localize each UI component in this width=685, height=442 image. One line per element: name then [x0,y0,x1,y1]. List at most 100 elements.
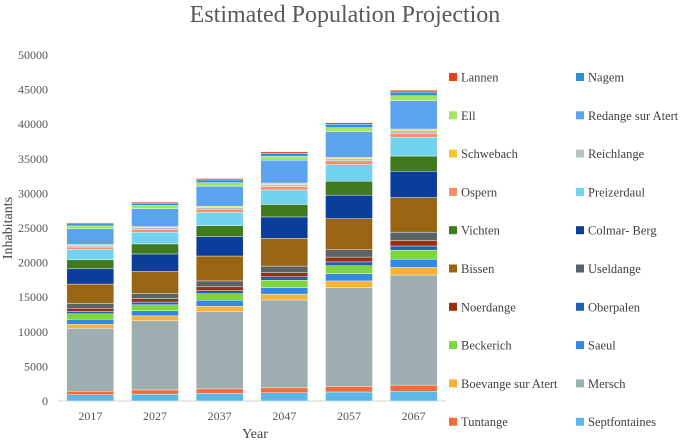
legend-item-septfontaines: Septfontaines [576,415,656,429]
bar-boevange-sur-atert-2067 [389,267,438,276]
x-tick-label: 2017 [78,409,102,423]
bar-septfontaines-2057 [325,391,373,402]
x-tick-label: 2037 [208,409,232,423]
bar-beckerich-2017 [66,313,115,320]
bar-stack-2057 [325,122,373,402]
legend-swatch [449,187,457,196]
legend-label: Beckerich [461,339,512,353]
legend-label: Ospern [461,185,498,199]
bar-mersch-2017 [66,328,115,392]
bar-beckerich-2037 [195,293,244,301]
bar-useldange-2017 [66,303,115,309]
legend-swatch [449,264,457,273]
y-tick-label: 25000 [18,221,48,235]
bar-saeul-2027 [131,310,179,317]
bar-stack-2037 [195,178,244,402]
legend-label: Mersch [588,377,626,391]
bar-ell-2027 [131,205,179,209]
y-axis-ticks: 0 5000 10000 15000 20000 25000 30000 35000 40000… [18,48,48,408]
bar-bissen-2067 [389,197,438,233]
bar-preizerdaul-2037 [195,212,244,226]
bar-stacks [66,90,438,402]
bar-ospern-2067 [389,132,438,138]
legend-swatch [449,379,457,388]
bar-vichten-2037 [195,225,244,237]
bar-bissen-2057 [325,218,373,250]
bar-nagem-2017 [66,223,115,227]
legend-item-mersch: Mersch [576,377,626,391]
bar-colmar-berg-2067 [389,171,438,198]
y-tick-label: 10000 [18,325,48,339]
bar-saeul-2017 [66,319,115,325]
bar-tuntange-2037 [195,388,244,394]
bar-noerdange-2057 [325,256,373,263]
legend-item-colmar-berg: Colmar- Berg [576,224,657,238]
legend-label: Saeul [588,339,616,353]
x-axis-title: Year [242,427,268,442]
bar-mersch-2047 [260,299,309,389]
bar-stack-2027 [131,201,179,402]
bar-preizerdaul-2027 [131,231,179,245]
legend-item-beckerich: Beckerich [449,339,512,353]
legend-item-ell: Ell [449,109,476,123]
bar-septfontaines-2027 [131,393,179,402]
bar-preizerdaul-2067 [389,137,438,157]
chart-title: Estimated Population Projection [190,2,501,28]
legend-swatch [576,302,584,311]
y-tick-label: 35000 [18,152,48,166]
bar-lannen-2027 [131,201,179,204]
bar-tuntange-2057 [325,386,373,393]
bar-saeul-2057 [325,273,373,282]
bar-lannen-2017 [66,222,115,225]
bar-noerdange-2017 [66,308,115,312]
bar-reichlange-2027 [131,227,179,230]
bar-mersch-2057 [325,287,373,387]
bar-tuntange-2047 [260,387,309,393]
legend-swatch [576,264,584,273]
bar-mersch-2037 [195,311,244,390]
bar-redange-sur-atert-2037 [195,185,244,207]
bar-redange-sur-atert-2017 [66,228,115,245]
legend-item-redange-sur-atert: Redange sur Atert [576,109,679,123]
y-tick-label: 50000 [18,48,48,62]
bar-tuntange-2027 [131,389,179,395]
legend-item-useldange: Useldange [576,262,641,276]
bar-noerdange-2047 [260,272,309,277]
bar-ell-2047 [260,156,309,161]
bar-beckerich-2057 [325,265,373,274]
bar-ospern-2047 [260,186,309,191]
bar-ell-2057 [325,127,373,133]
bar-beckerich-2067 [389,249,438,260]
bar-vichten-2027 [131,243,179,255]
legend-item-nagem: Nagem [576,71,624,85]
bar-preizerdaul-2017 [66,249,115,261]
bar-septfontaines-2047 [260,392,309,402]
bar-tuntange-2067 [389,384,438,392]
bar-vichten-2047 [260,204,309,218]
bar-useldange-2047 [260,265,309,273]
bar-colmar-berg-2017 [66,268,115,285]
legend-label: Tuntange [461,415,508,429]
bar-mersch-2027 [131,320,179,391]
y-tick-label: 0 [42,394,48,408]
legend-label: Vichten [461,224,501,238]
legend-label: Bissen [461,262,495,276]
bar-nagem-2057 [325,123,373,128]
y-tick-label: 40000 [18,117,48,131]
legend-label: Oberpalen [588,300,641,314]
legend-label: Useldange [588,262,641,276]
bar-boevange-sur-atert-2037 [195,305,244,312]
bar-beckerich-2027 [131,304,179,311]
bar-lannen-2057 [325,122,373,125]
legend-swatch [576,341,584,350]
bar-saeul-2067 [389,258,438,268]
bar-lannen-2037 [195,178,244,181]
y-tick-label: 5000 [24,359,48,373]
bar-redange-sur-atert-2067 [389,100,438,130]
bar-vichten-2067 [389,155,438,172]
legend-swatch [576,226,584,235]
bar-ell-2017 [66,225,115,229]
bar-redange-sur-atert-2047 [260,159,309,184]
